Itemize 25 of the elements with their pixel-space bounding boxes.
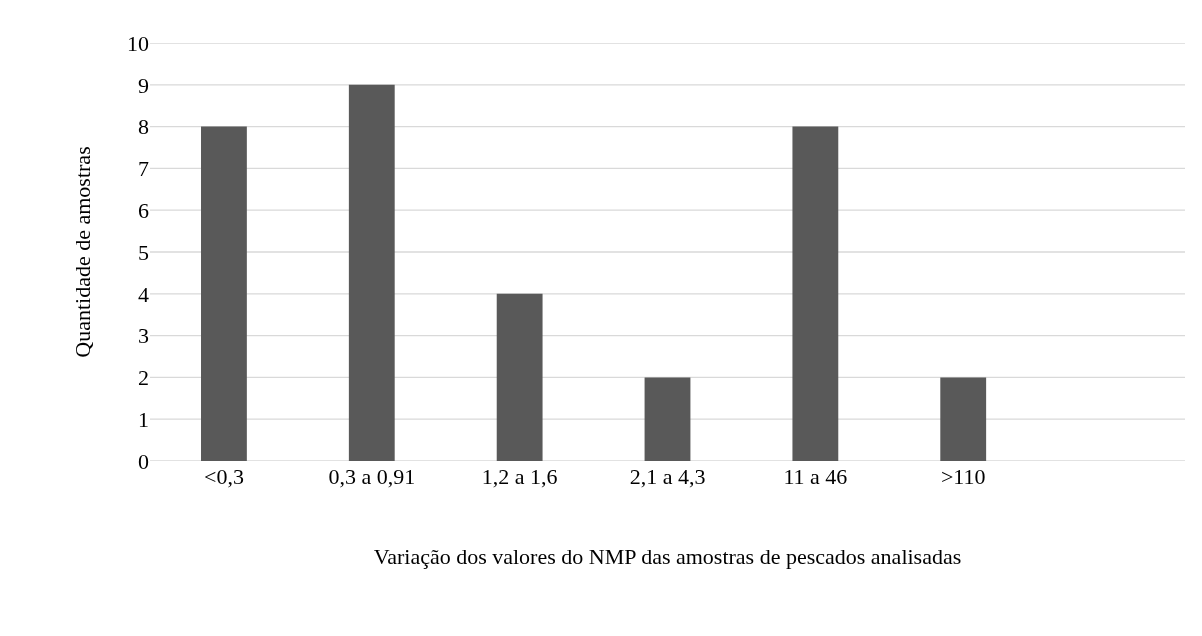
y-tick-label: 7	[138, 156, 149, 182]
bar	[940, 377, 987, 461]
bar	[201, 126, 247, 461]
bar	[792, 126, 839, 461]
y-tick-label: 9	[138, 72, 149, 98]
bar	[644, 377, 691, 461]
x-tick-label: 11 a 46	[783, 464, 848, 489]
y-tick-label: 8	[138, 114, 149, 140]
y-tick-label: 0	[138, 448, 149, 474]
x-tick-label: 2,1 a 4,3	[629, 464, 706, 489]
y-tick-label: 3	[138, 323, 149, 349]
bar	[348, 84, 395, 461]
x-tick-label: 0,3 a 0,91	[328, 464, 416, 489]
y-tick-label: 6	[138, 197, 149, 223]
x-axis-title: Variação dos valores do NMP das amostras de pescados analisadas	[373, 543, 962, 569]
y-tick-label: 1	[138, 406, 149, 432]
x-tick-label: 1,2 a 1,6	[481, 464, 558, 489]
y-axis-title: Quantidade de amostras	[69, 146, 95, 358]
y-tick-label: 4	[138, 281, 149, 307]
y-tick-label: 5	[138, 239, 149, 265]
bar	[496, 293, 543, 461]
y-tick-label: 10	[127, 30, 149, 56]
x-tick-label: <0,3	[203, 464, 244, 489]
x-tick-label: >110	[940, 464, 986, 489]
y-tick-label: 2	[138, 365, 149, 391]
